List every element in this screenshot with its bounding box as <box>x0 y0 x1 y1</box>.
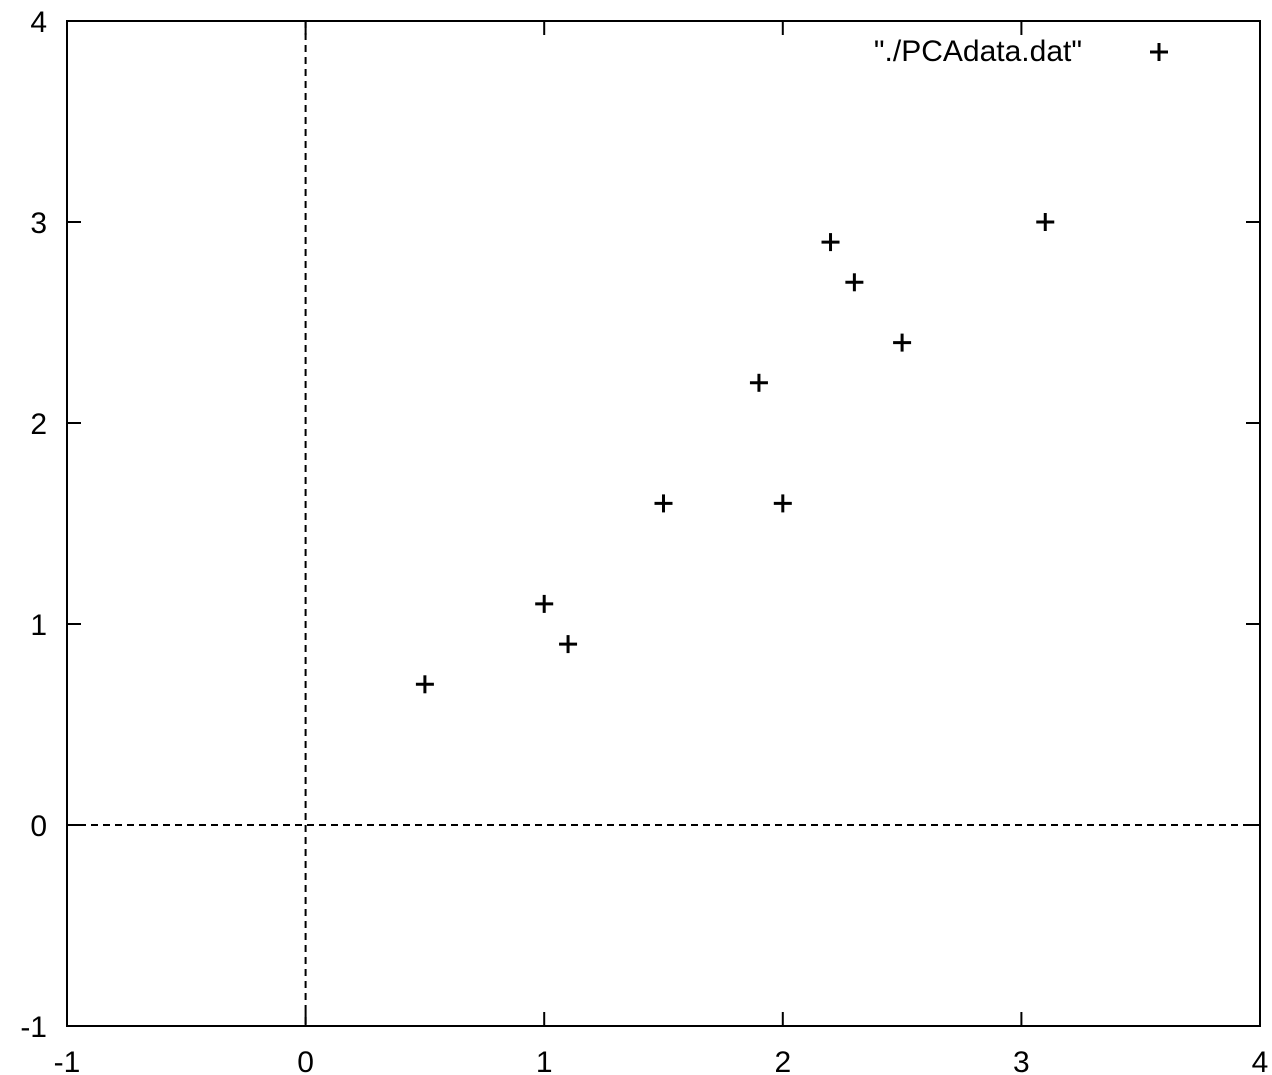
data-point <box>1036 213 1055 231</box>
data-point <box>893 333 912 352</box>
x-tick-label: 1 <box>536 1046 553 1075</box>
data-point <box>535 594 554 613</box>
legend-plus-marker <box>1150 43 1168 61</box>
x-tick-label: 0 <box>297 1046 314 1075</box>
data-point <box>749 373 768 392</box>
x-tick-label: 2 <box>774 1046 791 1075</box>
x-tick-label: 4 <box>1252 1046 1269 1075</box>
y-tick-label: 4 <box>30 6 47 39</box>
axis-ticks <box>66 20 1261 1027</box>
plot-frame <box>66 20 1261 1027</box>
data-points <box>415 213 1055 694</box>
tick-labels: -1 0 1 2 3 4 -1 0 1 2 3 4 <box>20 6 1268 1075</box>
data-point <box>559 635 578 654</box>
y-tick-label: 1 <box>30 609 47 642</box>
data-point <box>415 675 434 694</box>
y-tick-label: 2 <box>30 408 47 441</box>
x-tick-label: -1 <box>54 1046 81 1075</box>
y-tick-label: 3 <box>30 207 47 240</box>
data-point <box>773 494 792 513</box>
y-tick-label: 0 <box>30 810 47 843</box>
x-tick-label: 3 <box>1013 1046 1030 1075</box>
y-tick-label: -1 <box>20 1011 47 1044</box>
data-point <box>845 273 864 292</box>
legend-label: "./PCAdata.dat" <box>874 35 1082 68</box>
data-point <box>654 494 673 513</box>
data-point <box>821 233 840 252</box>
legend: "./PCAdata.dat" <box>874 35 1168 68</box>
legend-marker <box>1150 43 1168 61</box>
